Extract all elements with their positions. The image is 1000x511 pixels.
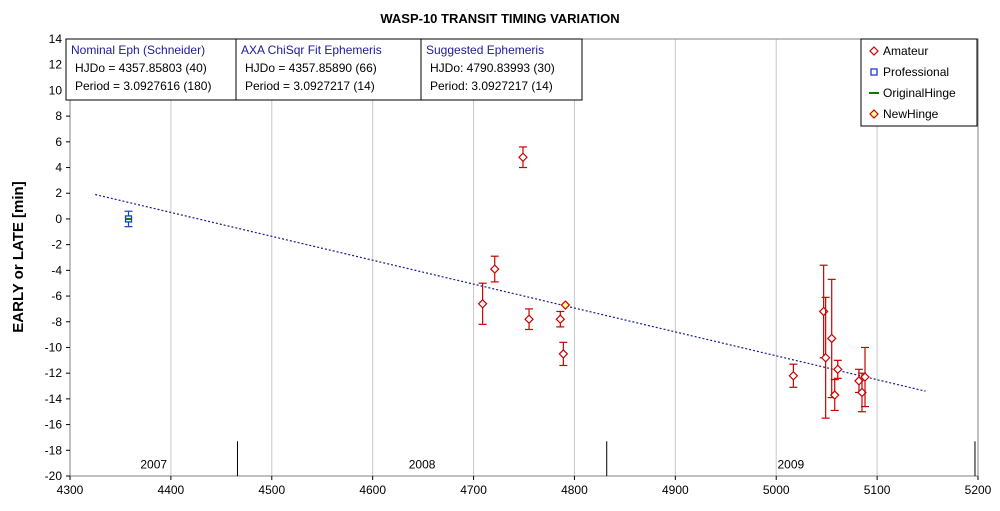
amateur-point-3 [524, 314, 534, 325]
info-box-title: Nominal Eph (Schneider) [71, 43, 205, 57]
amateur-point-6 [788, 370, 799, 381]
legend-marker-professional [870, 68, 878, 76]
info-box-line: Period = 3.0927217 (14) [245, 79, 375, 93]
y-tick-label: -20 [45, 469, 63, 483]
info-box-line: HJDo: 4790.83993 (30) [430, 61, 555, 75]
x-tick-label: 4300 [57, 483, 84, 497]
amateur-point-10 [829, 390, 840, 400]
amateur-point-1 [489, 264, 500, 274]
legend-label: OriginalHinge [883, 86, 956, 100]
chart-title: WASP-10 TRANSIT TIMING VARIATION [380, 11, 619, 26]
legend [860, 38, 978, 127]
y-tick-label: -4 [51, 263, 62, 277]
x-tick-label: 4400 [158, 483, 185, 497]
amateur-point-0 [477, 298, 488, 309]
x-tick-label: 4800 [561, 483, 588, 497]
trend-line [95, 193, 926, 392]
y-tick-label: 12 [49, 58, 63, 72]
amateur-point-2 [518, 152, 528, 163]
legend-marker-amateur [869, 46, 879, 56]
info-box-0 [65, 38, 237, 101]
x-tick-label: 4700 [460, 483, 487, 497]
info-box-line: HJDo = 4357.85890 (66) [245, 61, 377, 75]
y-tick-label: 2 [55, 186, 62, 200]
y-tick-label: 6 [55, 135, 62, 149]
y-tick-label: 14 [49, 32, 63, 46]
legend-label: Amateur [883, 44, 928, 58]
amateur-point-5 [558, 349, 569, 359]
info-box-title: AXA ChiSqr Fit Ephemeris [241, 43, 382, 57]
x-tick-label: 4500 [258, 483, 285, 497]
info-box-line: Period: 3.0927217 (14) [430, 79, 553, 93]
info-box-line: Period = 3.0927616 (180) [75, 79, 211, 93]
y-axis-label: EARLY or LATE [min] [10, 181, 27, 332]
y-tick-label: -12 [45, 366, 63, 380]
info-box-1 [235, 38, 422, 101]
x-tick-label: 5200 [965, 483, 992, 497]
y-tick-label: -2 [51, 238, 62, 252]
y-tick-label: -18 [45, 443, 63, 457]
x-tick-label: 5100 [864, 483, 891, 497]
y-tick-label: 8 [55, 109, 62, 123]
amateur-point-11 [832, 364, 843, 375]
amateur-point-8 [820, 352, 831, 363]
plot-area: -20-18-16-14-12-10-8-6-4-202468101214430… [45, 32, 992, 497]
year-label: 2008 [409, 457, 436, 471]
x-tick-label: 5000 [763, 483, 790, 497]
y-tick-label: -8 [51, 315, 62, 329]
info-box-title: Suggested Ephemeris [426, 43, 544, 57]
newhinge-point-0 [560, 300, 571, 310]
legend-label: Professional [883, 65, 949, 79]
year-label: 2007 [140, 457, 167, 471]
info-box-line: HJDo = 4357.85803 (40) [75, 61, 207, 75]
y-tick-label: 4 [55, 161, 62, 175]
x-tick-label: 4600 [359, 483, 386, 497]
amateur-point-7 [818, 306, 829, 317]
amateur-point-14 [860, 372, 870, 382]
y-tick-label: -10 [45, 340, 63, 354]
y-tick-label: -6 [51, 289, 62, 303]
x-tick-label: 4900 [662, 483, 689, 497]
amateur-point-9 [826, 333, 837, 344]
legend-marker-newhinge [869, 109, 879, 119]
y-tick-label: -16 [45, 418, 63, 432]
year-label: 2009 [777, 457, 804, 471]
y-tick-label: -14 [45, 392, 63, 406]
y-tick-label: 0 [55, 212, 62, 226]
info-box-2 [420, 38, 583, 101]
amateur-point-4 [555, 314, 566, 325]
plot-frame [69, 38, 979, 477]
y-tick-label: 10 [49, 83, 63, 97]
legend-label: NewHinge [883, 107, 939, 121]
